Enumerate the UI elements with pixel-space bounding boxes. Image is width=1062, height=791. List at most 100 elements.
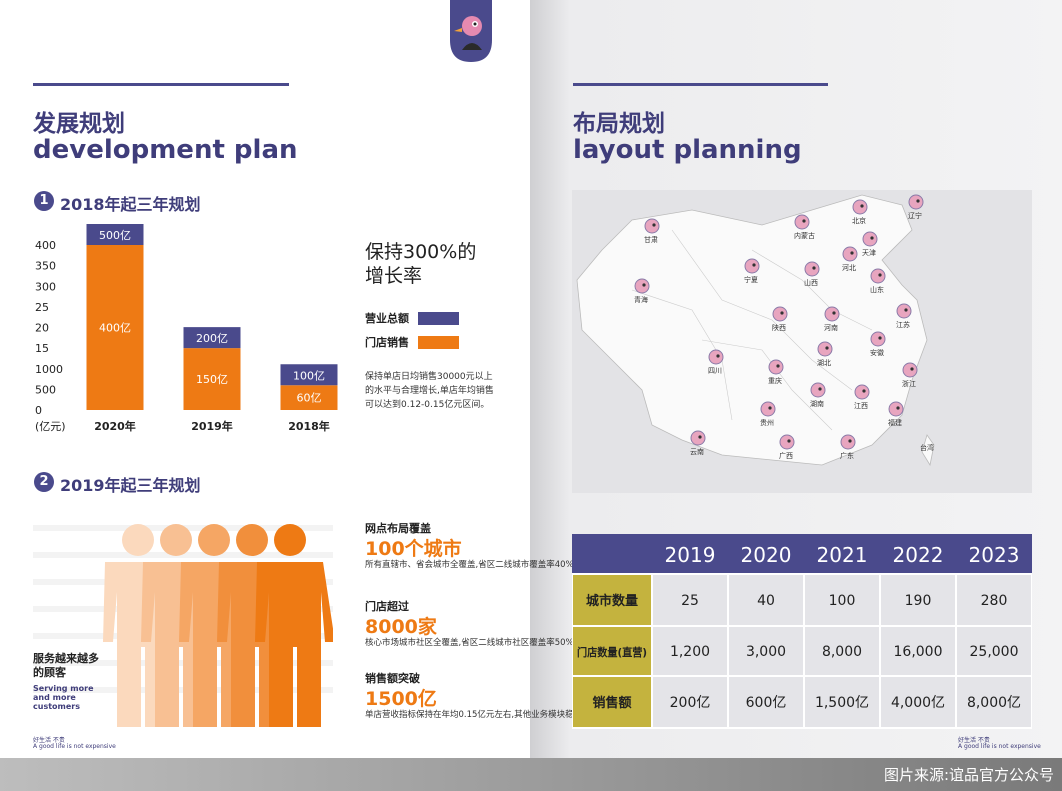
table-header: 2023 [969,543,1020,567]
footer-cn: 好生活 不贵 [33,737,65,744]
bar-label: 60亿 [297,392,322,405]
map-pin [690,430,706,446]
row-label: 城市数量 [586,593,638,609]
map-label: 台湾 [920,443,934,452]
y-axis-label: 400 [35,239,56,252]
cell: 40 [757,593,775,609]
goal-desc: 所有直辖市、省会城市全覆盖,省区二线城市覆盖率40%以上。 [365,560,600,570]
map-pin-eye [860,204,864,208]
map-label: 陕西 [772,323,786,332]
cell-bg [955,675,1032,729]
row-label-bg [572,625,653,677]
section-title: 2018年起三年规划 [60,195,201,214]
goal-desc: 核心市场城市社区全覆盖,省区二线城市社区覆盖率50%以上。 [365,638,600,648]
map-pin [896,303,912,319]
cell: 4,000亿 [891,695,945,711]
cell-bg [803,573,881,627]
footer-en: A good life is not expensive [958,743,1041,750]
bar-label: 150亿 [196,373,228,386]
cell: 280 [981,593,1008,609]
goal-label: 销售额突破 [365,672,420,685]
map-pin [772,306,788,322]
legend-label: 营业总额 [365,312,409,325]
rule [33,83,289,86]
bar [280,385,338,410]
map-label: 四川 [708,367,722,375]
watermark: 图片来源:谊品官方公众号 [883,766,1054,784]
map-pin [840,434,856,450]
map-pin [804,261,820,277]
cell: 25 [681,593,699,609]
bar [183,348,241,410]
table-header: 2019 [665,543,716,567]
map-label: 广东 [840,451,854,460]
note: 保持单店日均销售30000元以上的水平与合理增长,单店年均销售可以达到0.12-… [365,372,494,410]
bar-label: 400亿 [99,322,131,335]
map-label: 广西 [779,451,793,460]
cell: 8,000 [822,644,862,660]
table-header: 2022 [893,543,944,567]
cell-bg [955,625,1032,677]
map-label: 安徽 [870,348,884,357]
goal-highlight: 100个城市 [365,538,462,560]
cell-bg [651,675,729,729]
goal-desc: 单店营收指标保持在年均0.15亿元左右,其他业务模块稳步增长。 [365,710,608,720]
footer-cn: 好生活 不贵 [958,737,990,744]
row-label: 门店数量(直营) [577,645,647,659]
cell: 3,000 [746,644,786,660]
map-pin [870,331,886,347]
map-pin-eye [878,273,882,277]
cell-bg [727,625,805,677]
cell-bg [955,573,1032,627]
x-tick-label: 2018年 [288,419,330,433]
map-pin [854,384,870,400]
cell: 190 [905,593,932,609]
cell: 16,000 [894,644,943,660]
title-en: development plan [33,135,298,165]
cell: 200亿 [670,695,711,711]
map-label: 北京 [852,216,866,225]
map-pin-eye [752,263,756,267]
cell-bg [727,573,805,627]
y-axis-label: 1000 [35,363,63,376]
cell-bg [727,675,805,729]
mascot [450,0,492,62]
total-box [183,327,241,349]
total-label: 100亿 [293,369,325,382]
people-illustration [33,524,333,727]
map-label: 云南 [690,447,704,456]
total-box [86,224,144,245]
map-pin-eye [812,266,816,270]
map-label: 内蒙古 [794,231,815,240]
map-label: 山东 [870,285,884,294]
map-label: 湖北 [817,358,831,367]
map-label: 甘肃 [644,235,658,244]
map-label: 山西 [804,278,818,287]
headline: 保持300%的增长率 [365,241,477,287]
y-axis-label: 0 [35,404,42,417]
map-pin [870,268,886,284]
map-pin-eye [716,354,720,358]
goal-highlight: 8000家 [365,616,437,638]
map-pin-eye [896,406,900,410]
y-axis-label: 15 [35,342,49,355]
y-axis-label: 500 [35,383,56,396]
map-pin [824,306,840,322]
map-pin [852,199,868,215]
table-header: 2020 [741,543,792,567]
map-pin-eye [832,311,836,315]
map-pin [644,218,660,234]
goal-label: 网点布局覆盖 [365,522,431,535]
map-pin-eye [916,199,920,203]
legend-label: 门店销售 [365,336,409,349]
bottom-strip [0,758,1062,791]
map-label: 贵州 [760,418,774,427]
map-pin-eye [850,251,854,255]
total-box [280,364,338,386]
map-pin-eye [862,389,866,393]
map-label: 宁夏 [744,275,758,284]
y-axis-label: 350 [35,260,56,273]
map-pin [794,214,810,230]
